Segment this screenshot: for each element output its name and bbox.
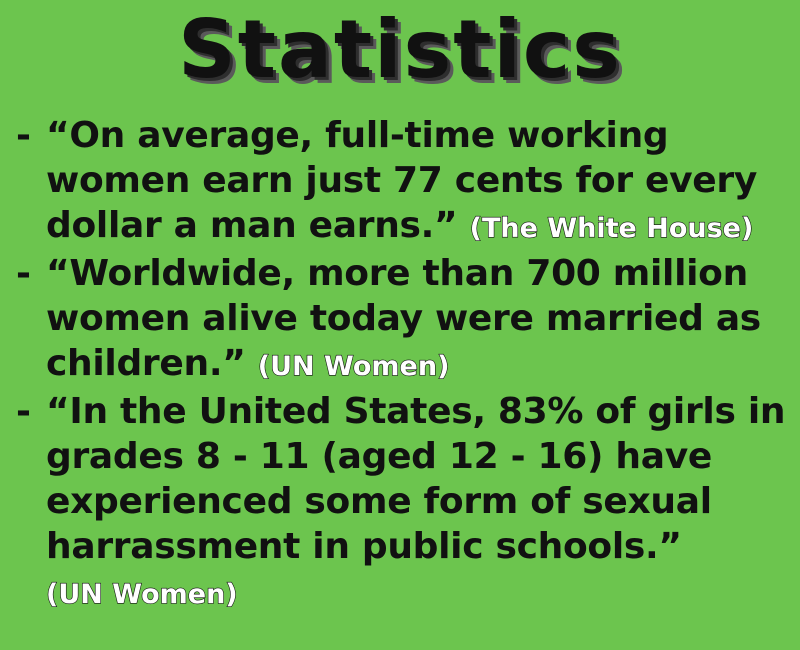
statistics-list: - “On average, full-time working women e…	[10, 113, 790, 617]
quote-text: “On average, full-time working women ear…	[46, 115, 758, 246]
bullet-dash: -	[16, 115, 31, 156]
quote-text: “In the United States, 83% of girls in g…	[46, 391, 786, 567]
list-item: - “Worldwide, more than 700 million wome…	[10, 251, 790, 389]
source-citation: (UN Women)	[45, 578, 238, 610]
bullet-dash: -	[16, 253, 31, 294]
source-citation: (UN Women)	[257, 350, 450, 382]
list-item: - “In the United States, 83% of girls in…	[10, 389, 790, 617]
page-title: Statistics	[178, 3, 622, 96]
quote-text: “Worldwide, more than 700 million women …	[46, 253, 761, 384]
bullet-dash: -	[16, 391, 31, 432]
list-item: - “On average, full-time working women e…	[10, 113, 790, 251]
source-citation: (The White House)	[469, 212, 754, 244]
